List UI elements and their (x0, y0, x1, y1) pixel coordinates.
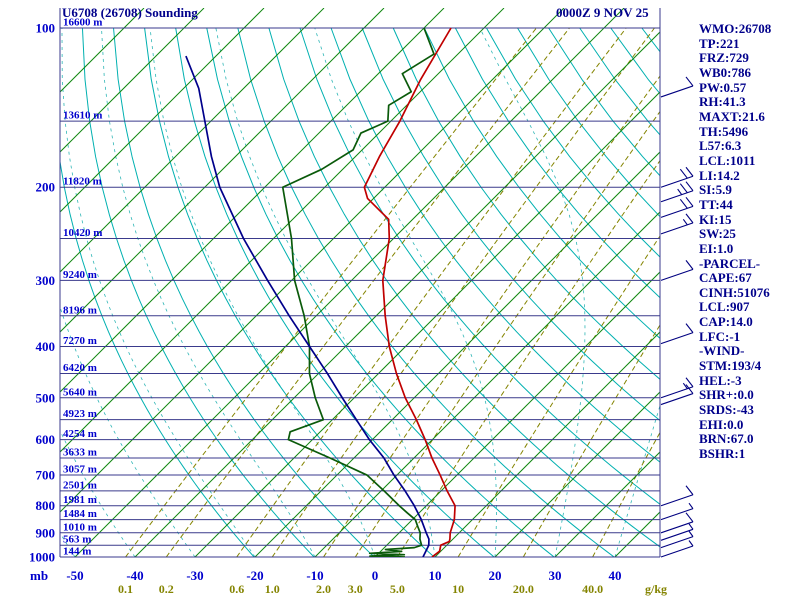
axis-label: 7270 m (63, 335, 97, 347)
wet_bulb-curve (185, 55, 430, 557)
index-value: PW:0.57 (699, 79, 747, 95)
axis-label: 9240 m (63, 269, 97, 281)
axis-label: 144 m (63, 546, 91, 558)
index-value: L57:6.3 (699, 138, 742, 154)
mixing-axis-labels: 0.1 0.2 0.6 1.0 2.0 3.0 5.0 10 20.0 40.0 g/kg (118, 582, 667, 596)
axis-label: mb (30, 568, 48, 583)
axis-label: 1484 m (63, 508, 97, 520)
axis-label: 200 (36, 180, 56, 195)
axis-label: 4254 m (63, 428, 97, 440)
axis-label: 2.0 (316, 582, 331, 596)
index-value: TP:221 (699, 35, 740, 51)
index-value: LCL:907 (699, 299, 750, 315)
axis-label: 0.1 (118, 582, 133, 596)
moist-adiabats (60, 27, 660, 557)
index-value: WB0:786 (699, 64, 751, 80)
axis-label: 13610 m (63, 110, 102, 122)
axis-label: 700 (36, 468, 56, 483)
axis-label: -20 (246, 568, 263, 583)
axis-label: 1010 m (63, 521, 97, 533)
axis-label: 20 (489, 568, 502, 583)
index-value: LI:14.2 (699, 167, 740, 183)
axis-label: 1.0 (265, 582, 280, 596)
axis-label: -10 (306, 568, 323, 583)
index-value: CAPE:67 (699, 270, 752, 286)
axis-label: 0.2 (159, 582, 174, 596)
index-value: LFC:-1 (699, 328, 741, 344)
index-value: MAXT:21.6 (699, 108, 765, 124)
wind-barbs (660, 76, 694, 558)
axis-label: 40.0 (582, 582, 603, 596)
index-value: CINH:51076 (699, 284, 770, 300)
height-labels: 16600 m 13610 m 11820 m 10420 m 9240 m 8196 m… (63, 17, 102, 558)
dry-adiabats (60, 27, 660, 557)
axis-label: 3.0 (348, 582, 363, 596)
axis-label: 100 (36, 21, 56, 36)
axis-label: 2501 m (63, 479, 97, 491)
axis-label: -40 (126, 568, 143, 583)
axis-label: 5.0 (390, 582, 405, 596)
axis-label: 30 (549, 568, 562, 583)
axis-label: 900 (36, 525, 56, 540)
dewpoint-curve (281, 27, 435, 557)
axis-label: g/kg (645, 582, 667, 596)
index-value: KI:15 (699, 211, 732, 227)
axis-label: 400 (36, 339, 56, 354)
axis-label: 500 (36, 390, 56, 405)
axis-label: 10 (429, 568, 442, 583)
axis-label: 6420 m (63, 362, 97, 374)
axis-label: 600 (36, 432, 56, 447)
temperature-curve (363, 27, 456, 557)
index-value: TT:44 (699, 196, 733, 212)
index-value: -PARCEL- (699, 255, 761, 271)
index-value: CAP:14.0 (699, 314, 753, 330)
temp-axis-labels: -50 -40 -30 -20 -10 0 10 20 30 40 (66, 568, 621, 583)
index-value: LCL:1011 (699, 152, 756, 168)
axis-label: -30 (186, 568, 203, 583)
axis-label: 10 (452, 582, 464, 596)
indices-panel: WMO:26708 TP:221 FRZ:729 WB0:786 PW:0.57 RH:4… (699, 21, 799, 462)
index-value: SRDS:-43 (699, 402, 754, 418)
pressure-labels: 100 200 300 400 500 600 700 800 900 1000 mb (29, 21, 55, 584)
index-value: EI:1.0 (699, 240, 734, 256)
index-value: WMO:26708 (699, 21, 772, 36)
index-value: SHR+:0.0 (699, 387, 754, 403)
axis-label: 0.6 (229, 582, 244, 596)
axis-label: 5640 m (63, 386, 97, 398)
axis-label: 4923 m (63, 408, 97, 420)
index-value: SW:25 (699, 226, 736, 242)
index-value: HEL:-3 (699, 372, 742, 388)
index-value: TH:5496 (699, 123, 749, 139)
sounding-title: U6708 (26708) Sounding (62, 5, 198, 20)
index-value: RH:41.3 (699, 94, 746, 110)
axis-label: 1981 m (63, 494, 97, 506)
index-value: BSHR:1 (699, 446, 746, 462)
axis-label: 3057 m (63, 464, 97, 476)
axis-label: 16600 m (63, 17, 102, 29)
axis-label: 300 (36, 273, 56, 288)
axis-label: 11820 m (63, 176, 102, 188)
index-value: EHI:0.0 (699, 416, 744, 432)
axis-label: 40 (609, 568, 622, 583)
axis-label: 8196 m (63, 304, 97, 316)
axis-label: 3633 m (63, 447, 97, 459)
axis-label: -50 (66, 568, 83, 583)
isobars (59, 8, 661, 558)
index-value: SI:5.9 (699, 182, 732, 198)
index-value: FRZ:729 (699, 50, 749, 66)
axis-label: 1000 (29, 550, 55, 565)
axis-label: 563 m (63, 534, 91, 546)
axis-label: 10420 m (63, 227, 102, 239)
index-value: STM:193/4 (699, 358, 762, 374)
axis-label: 20.0 (513, 582, 534, 596)
isotherms (60, 8, 660, 557)
datetime-label: 0000Z 9 NOV 25 (556, 5, 649, 20)
axis-label: 800 (36, 498, 56, 513)
index-value: -WIND- (699, 343, 745, 359)
index-value: BRN:67.0 (699, 431, 754, 447)
axis-label: 0 (372, 568, 379, 583)
